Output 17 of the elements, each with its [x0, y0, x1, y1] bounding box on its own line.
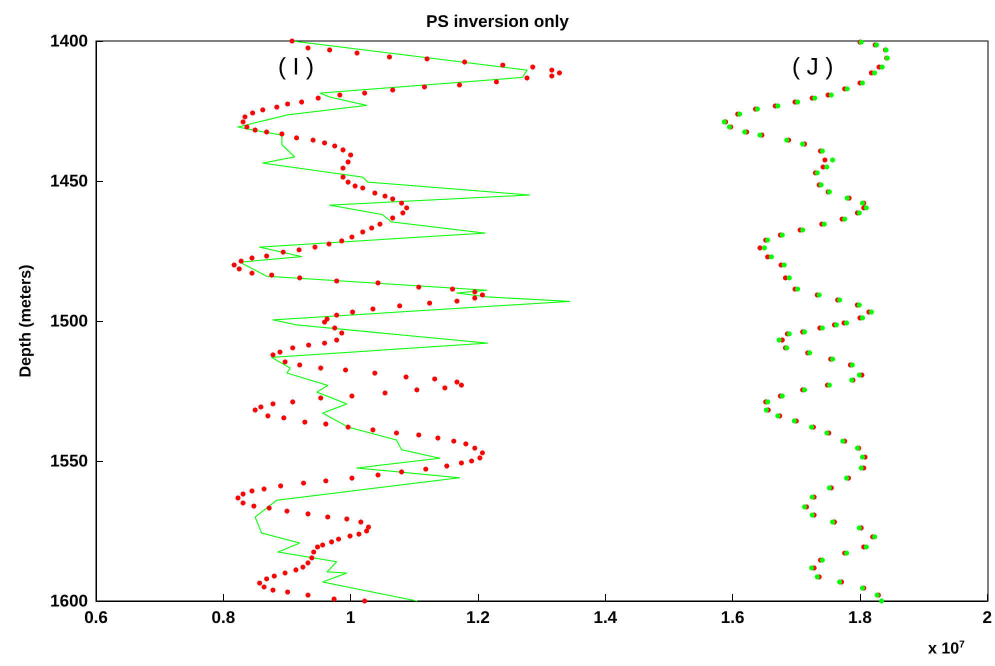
x-tick-label: 2 — [982, 608, 992, 627]
x-tick-label: 1.8 — [848, 608, 872, 627]
y-tick-label: 1550 — [50, 452, 88, 470]
y-tick-label: 1500 — [50, 312, 88, 330]
y-tick-label: 1400 — [50, 32, 88, 50]
chart-title: PS inversion only — [426, 12, 570, 31]
y-tick-label: 1600 — [50, 592, 88, 610]
annotation: ( J ) — [792, 54, 834, 80]
x-tick-label: 1.4 — [593, 608, 618, 627]
annotation: ( I ) — [278, 54, 314, 80]
y-tick-label: 1450 — [50, 172, 88, 190]
x-tick-label: 0.8 — [212, 608, 236, 627]
y-axis-title: Depth (meters) — [18, 264, 34, 378]
x-tick-label: 1.6 — [720, 608, 744, 627]
x-tick-label: 1 — [346, 608, 356, 627]
x-tick-label: 1.2 — [466, 608, 490, 627]
x-tick-label: 0.6 — [84, 608, 108, 627]
